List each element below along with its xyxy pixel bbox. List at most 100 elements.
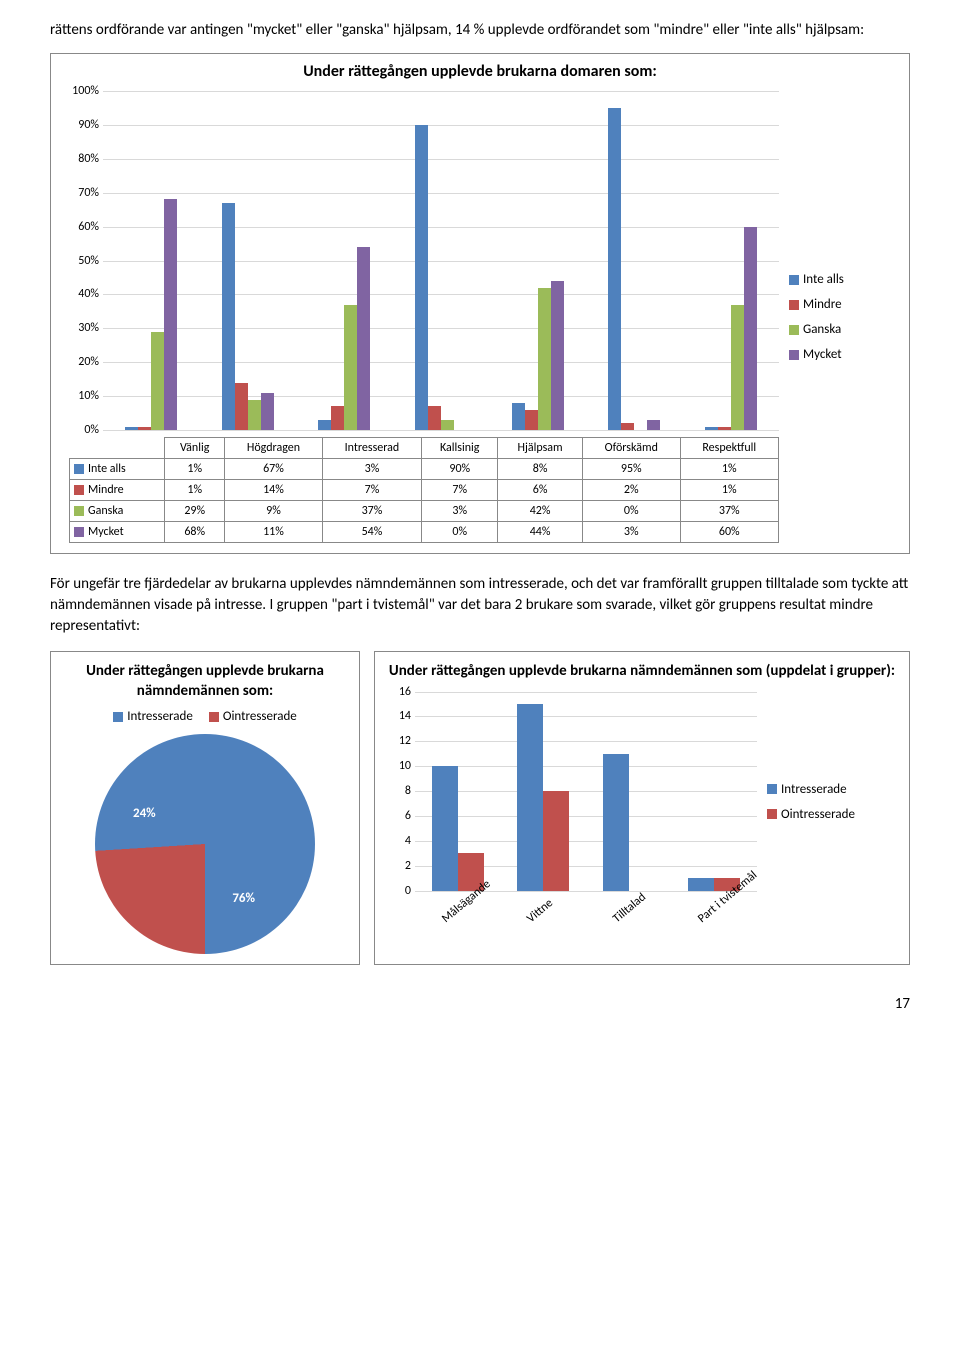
chart2-title: Under rättegången upplevde brukarna nämn…	[387, 662, 897, 682]
bar	[517, 704, 543, 891]
bar	[525, 410, 538, 430]
table-header: Oförskämd	[582, 438, 680, 459]
table-row: Mindre1%14%7%7%6%2%1%	[70, 480, 779, 501]
y-tick: 50%	[61, 254, 99, 268]
bar	[357, 247, 370, 430]
chart1-plot: 0%10%20%30%40%50%60%70%80%90%100% Vänlig…	[61, 91, 779, 543]
legend-item: Mycket	[789, 347, 899, 362]
bar	[222, 203, 235, 430]
bar	[432, 766, 458, 890]
legend-item: Ointresserade	[209, 709, 297, 724]
bar	[621, 423, 634, 430]
table-row: Mycket68%11%54%0%44%3%60%	[70, 522, 779, 543]
y-tick: 0%	[61, 423, 99, 437]
bar-group	[688, 692, 740, 891]
y-tick: 100%	[61, 84, 99, 98]
x-label: Målsägande	[439, 889, 479, 925]
legend-item: Inte alls	[789, 272, 899, 287]
chart1-data-table: VänligHögdragenIntresseradKallsinigHjälp…	[69, 437, 779, 543]
y-tick: 4	[387, 834, 411, 848]
y-tick: 10	[387, 759, 411, 773]
table-row: Inte alls1%67%3%90%8%95%1%	[70, 459, 779, 480]
legend-item: Ganska	[789, 322, 899, 337]
y-tick: 60%	[61, 220, 99, 234]
bar	[538, 288, 551, 430]
bar	[318, 420, 331, 430]
bar	[428, 406, 441, 430]
bar	[164, 199, 177, 430]
y-tick: 20%	[61, 355, 99, 369]
page-number: 17	[50, 995, 910, 1013]
bar-group	[125, 91, 177, 430]
bar	[125, 427, 138, 430]
y-tick: 80%	[61, 152, 99, 166]
bar	[731, 305, 744, 430]
bar	[261, 393, 274, 430]
legend-item: Ointresserade	[767, 807, 897, 822]
bar	[543, 791, 569, 891]
chart2-plot: 0246810121416	[415, 692, 757, 892]
bar	[688, 878, 714, 890]
y-tick: 2	[387, 859, 411, 873]
y-tick: 12	[387, 734, 411, 748]
bar	[138, 427, 151, 430]
legend-item: Intresserade	[767, 782, 897, 797]
y-tick: 30%	[61, 321, 99, 335]
chart2-xlabels: MålsägandeVittneTilltaladPart i tvistemå…	[415, 898, 757, 912]
bar	[235, 383, 248, 430]
chart1-title: Under rättegången upplevde brukarna doma…	[61, 62, 899, 81]
table-row: Ganska29%9%37%3%42%0%37%	[70, 501, 779, 522]
pie-legend: Intresserade Ointresserade	[61, 709, 349, 724]
table-header: Intresserad	[322, 438, 422, 459]
y-tick: 16	[387, 685, 411, 699]
bar	[415, 125, 428, 430]
y-tick: 40%	[61, 287, 99, 301]
x-label: Part i tvistemål	[696, 889, 736, 925]
table-header: Vänlig	[165, 438, 225, 459]
y-tick: 90%	[61, 118, 99, 132]
table-header: Kallsinig	[422, 438, 498, 459]
y-tick: 70%	[61, 186, 99, 200]
y-tick: 10%	[61, 389, 99, 403]
table-header: Högdragen	[225, 438, 322, 459]
pie-title: Under rättegången upplevde brukarna nämn…	[61, 662, 349, 701]
table-header: Hjälpsam	[498, 438, 583, 459]
bar-group	[415, 91, 467, 430]
intro-paragraph: rättens ordförande var antingen "mycket"…	[50, 20, 910, 41]
bar-group	[222, 91, 274, 430]
bar	[705, 427, 718, 430]
x-label: Vittne	[525, 889, 565, 925]
bar	[512, 403, 525, 430]
bar-group	[517, 692, 569, 891]
pie-slice-label: 76%	[232, 891, 255, 906]
bar	[551, 281, 564, 430]
bar	[718, 427, 731, 430]
bar	[248, 400, 261, 431]
y-tick: 6	[387, 809, 411, 823]
chart-domaren: Under rättegången upplevde brukarna doma…	[50, 53, 910, 554]
pie-slice-label: 24%	[133, 806, 156, 821]
bar	[344, 305, 357, 430]
bar	[608, 108, 621, 430]
y-tick: 8	[387, 784, 411, 798]
bar	[744, 227, 757, 430]
y-tick: 14	[387, 709, 411, 723]
bar-group	[432, 692, 484, 891]
bar-group	[705, 91, 757, 430]
bar-group	[318, 91, 370, 430]
bar	[441, 420, 454, 430]
bar-group	[512, 91, 564, 430]
legend-item: Mindre	[789, 297, 899, 312]
table-header: Respektfull	[680, 438, 778, 459]
pie-chart: 24% 76%	[95, 734, 315, 954]
chart2-legend: Intresserade Ointresserade	[767, 692, 897, 912]
x-label: Tilltalad	[610, 889, 650, 925]
legend-item: Intresserade	[113, 709, 193, 724]
pie-chart-box: Under rättegången upplevde brukarna nämn…	[50, 651, 360, 965]
mid-paragraph: För ungefär tre fjärdedelar av brukarna …	[50, 574, 910, 637]
bar	[603, 754, 629, 891]
chart-grupper: Under rättegången upplevde brukarna nämn…	[374, 651, 910, 965]
bar-group	[608, 91, 660, 430]
bar	[331, 406, 344, 430]
bar	[647, 420, 660, 430]
